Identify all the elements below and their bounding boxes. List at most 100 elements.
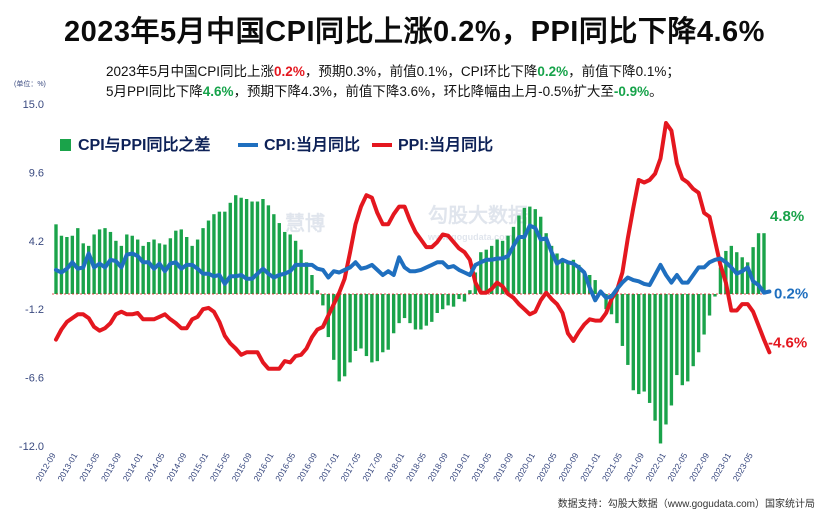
diff-bar: [408, 294, 412, 324]
diff-bar: [506, 235, 510, 294]
diff-bar: [76, 228, 80, 294]
diff-bar: [528, 206, 532, 294]
watermark-logo-text: 慧博: [285, 211, 325, 235]
diff-bar: [435, 294, 439, 313]
diff-bar: [440, 294, 445, 310]
diff-bar: [658, 294, 663, 444]
diff-bar: [647, 294, 652, 403]
legend-label-diff: CPI与PPI同比之差: [78, 135, 210, 154]
diff-bar: [560, 258, 565, 294]
diff-bar: [484, 249, 488, 294]
diff-bar: [462, 294, 467, 302]
legend: CPI与PPI同比之差 CPI:当月同比 PPI:当月同比: [60, 135, 493, 154]
watermark: 慧博 勾股大数据 www.gogudata.com: [285, 203, 528, 242]
diff-bar: [424, 294, 429, 326]
diff-bar: [228, 202, 232, 294]
diff-bar: [54, 224, 58, 294]
x-axis: 2012-092013-012013-052013-092014-012014-…: [33, 451, 754, 483]
diff-bar: [201, 228, 205, 294]
diff-bar: [577, 264, 581, 294]
diff-bar: [446, 294, 450, 306]
diff-bar: [359, 294, 363, 349]
subtitle-2-segment: 4.6%: [202, 84, 234, 99]
subtitle-2-segment: 5月PPI同比下降: [106, 84, 203, 99]
diff-bar: [511, 226, 516, 294]
diff-bar: [479, 252, 483, 294]
diff-bar: [244, 199, 249, 294]
y-tick-label: 15.0: [23, 99, 44, 111]
diff-bar: [299, 249, 303, 294]
diff-bar: [272, 214, 276, 294]
diff-bar: [125, 234, 129, 294]
diff-bar: [653, 294, 657, 421]
legend-bar-swatch: [60, 139, 71, 151]
diff-bar: [402, 294, 407, 319]
y-tick-label: 9.6: [29, 167, 44, 179]
ppi-line: [54, 121, 772, 371]
diff-bar: [762, 233, 766, 294]
diff-bar: [490, 245, 494, 294]
diff-bar: [337, 294, 341, 382]
diff-bar: [59, 235, 64, 294]
diff-bar: [250, 201, 254, 294]
diff-bar: [315, 290, 320, 294]
diff-bar: [713, 294, 717, 297]
diff-bar: [680, 294, 684, 386]
diff-bar: [255, 201, 260, 294]
diff-bar: [223, 211, 227, 294]
diff-bar: [190, 245, 194, 294]
diff-bar: [756, 233, 761, 294]
diff-bar: [239, 197, 243, 294]
diff-bar: [283, 231, 287, 294]
diff-bar: [582, 272, 586, 294]
diff-bar: [321, 294, 325, 306]
diff-bar: [631, 294, 635, 391]
diff-bars: [54, 195, 766, 444]
diff-bar: [419, 294, 423, 330]
end-label-cpi: 0.2%: [774, 286, 808, 303]
diff-bar: [686, 294, 690, 382]
y-axis: -12.0 -6.6 -1.2 4.2 9.6 15.0: [19, 99, 44, 453]
diff-bar: [500, 240, 505, 294]
diff-bar: [370, 294, 374, 363]
diff-bar: [397, 294, 401, 324]
diff-bar: [391, 294, 396, 334]
source-footer: 数据支持：勾股大数据（www.gogudata.com）国家统计局: [557, 499, 815, 510]
diff-bar: [549, 245, 554, 294]
y-tick-label: -12.0: [19, 441, 44, 453]
diff-bar: [353, 294, 358, 351]
diff-bar: [430, 294, 434, 322]
diff-bar: [724, 250, 728, 294]
diff-bar: [451, 294, 456, 307]
y-tick-label: -1.2: [25, 304, 44, 316]
subtitle-2-segment: 。: [649, 84, 663, 99]
diff-bar: [620, 294, 625, 346]
diff-bar: [642, 294, 646, 392]
diff-bar: [304, 262, 309, 294]
end-label-ppi: -4.6%: [768, 335, 807, 352]
diff-bar: [261, 199, 265, 294]
diff-bar: [669, 294, 674, 406]
diff-bar: [571, 259, 576, 294]
diff-bar: [593, 280, 597, 294]
diff-bar: [381, 294, 385, 353]
diff-bar: [130, 235, 134, 294]
subtitle-1-segment: ，前值下降0.1%；: [568, 64, 680, 79]
diff-bar: [65, 237, 69, 294]
diff-bar: [615, 294, 619, 324]
diff-bar: [413, 294, 418, 330]
cpi-line: [54, 223, 772, 303]
legend-label-cpi: CPI:当月同比: [264, 135, 360, 154]
diff-bar: [103, 228, 107, 294]
diff-bar: [495, 239, 499, 294]
subtitle-line-1: 2023年5月中国CPI同比上涨0.2%，预期0.3%，前值0.1%，CPI环比…: [106, 60, 680, 80]
diff-bar: [234, 195, 238, 294]
x-tick-label: 2023-05: [731, 451, 755, 483]
diff-bar: [157, 243, 162, 294]
diff-bar: [141, 245, 145, 294]
diff-bar: [539, 216, 543, 294]
diff-bar: [212, 214, 216, 294]
diff-bar: [266, 205, 271, 294]
